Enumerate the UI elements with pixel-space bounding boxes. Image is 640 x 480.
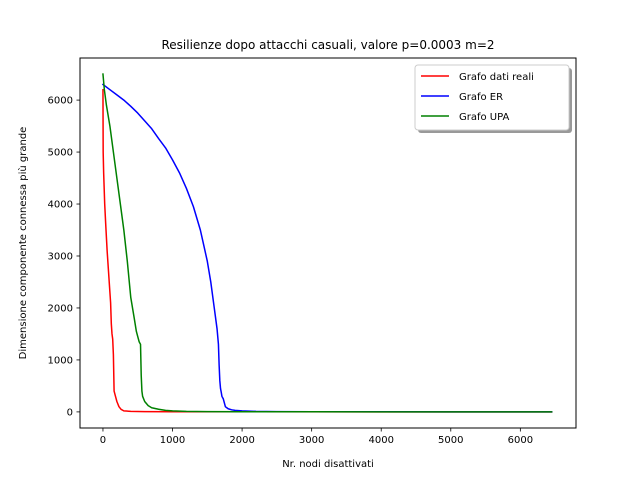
x-tick-label: 3000 [299,435,324,446]
y-tick-label: 0 [67,407,73,418]
legend-entries: Grafo dati reali Grafo ER Grafo UPA [421,72,534,123]
legend: Grafo dati reali Grafo ER Grafo UPA [414,64,572,133]
x-tick-label: 0 [100,435,106,446]
legend-label-3: Grafo UPA [459,112,510,123]
series-layer [101,73,553,413]
y-tick-label: 6000 [48,96,73,107]
plot-frame [79,57,577,429]
legend-label-1: Grafo dati reali [459,72,534,83]
legend-box [414,64,570,131]
series-line-2 [101,83,553,413]
x-tick-label: 4000 [368,435,393,446]
x-tick-label: 1000 [160,435,185,446]
x-axis-label: Nr. nodi disattivati [282,459,374,470]
y-tick-label: 4000 [48,200,73,211]
y-tick-label: 5000 [48,148,73,159]
y-tick-label: 2000 [48,303,73,314]
y-tick-label: 1000 [48,355,73,366]
chart-title: Resilienze dopo attacchi casuali, valore… [161,38,494,52]
x-tick-label: 5000 [438,435,463,446]
x-axis-ticks: 0 1000 2000 3000 4000 5000 6000 [100,428,533,446]
series-line-1 [102,88,553,413]
legend-label-2: Grafo ER [459,92,503,103]
x-tick-label: 6000 [508,435,533,446]
x-tick-label: 2000 [229,435,254,446]
y-tick-label: 3000 [48,251,73,262]
y-axis-label: Dimensione componente connessa più grand… [17,127,29,360]
y-axis-ticks: 0 1000 2000 3000 4000 5000 6000 [48,96,80,418]
series-line-3 [102,73,553,413]
